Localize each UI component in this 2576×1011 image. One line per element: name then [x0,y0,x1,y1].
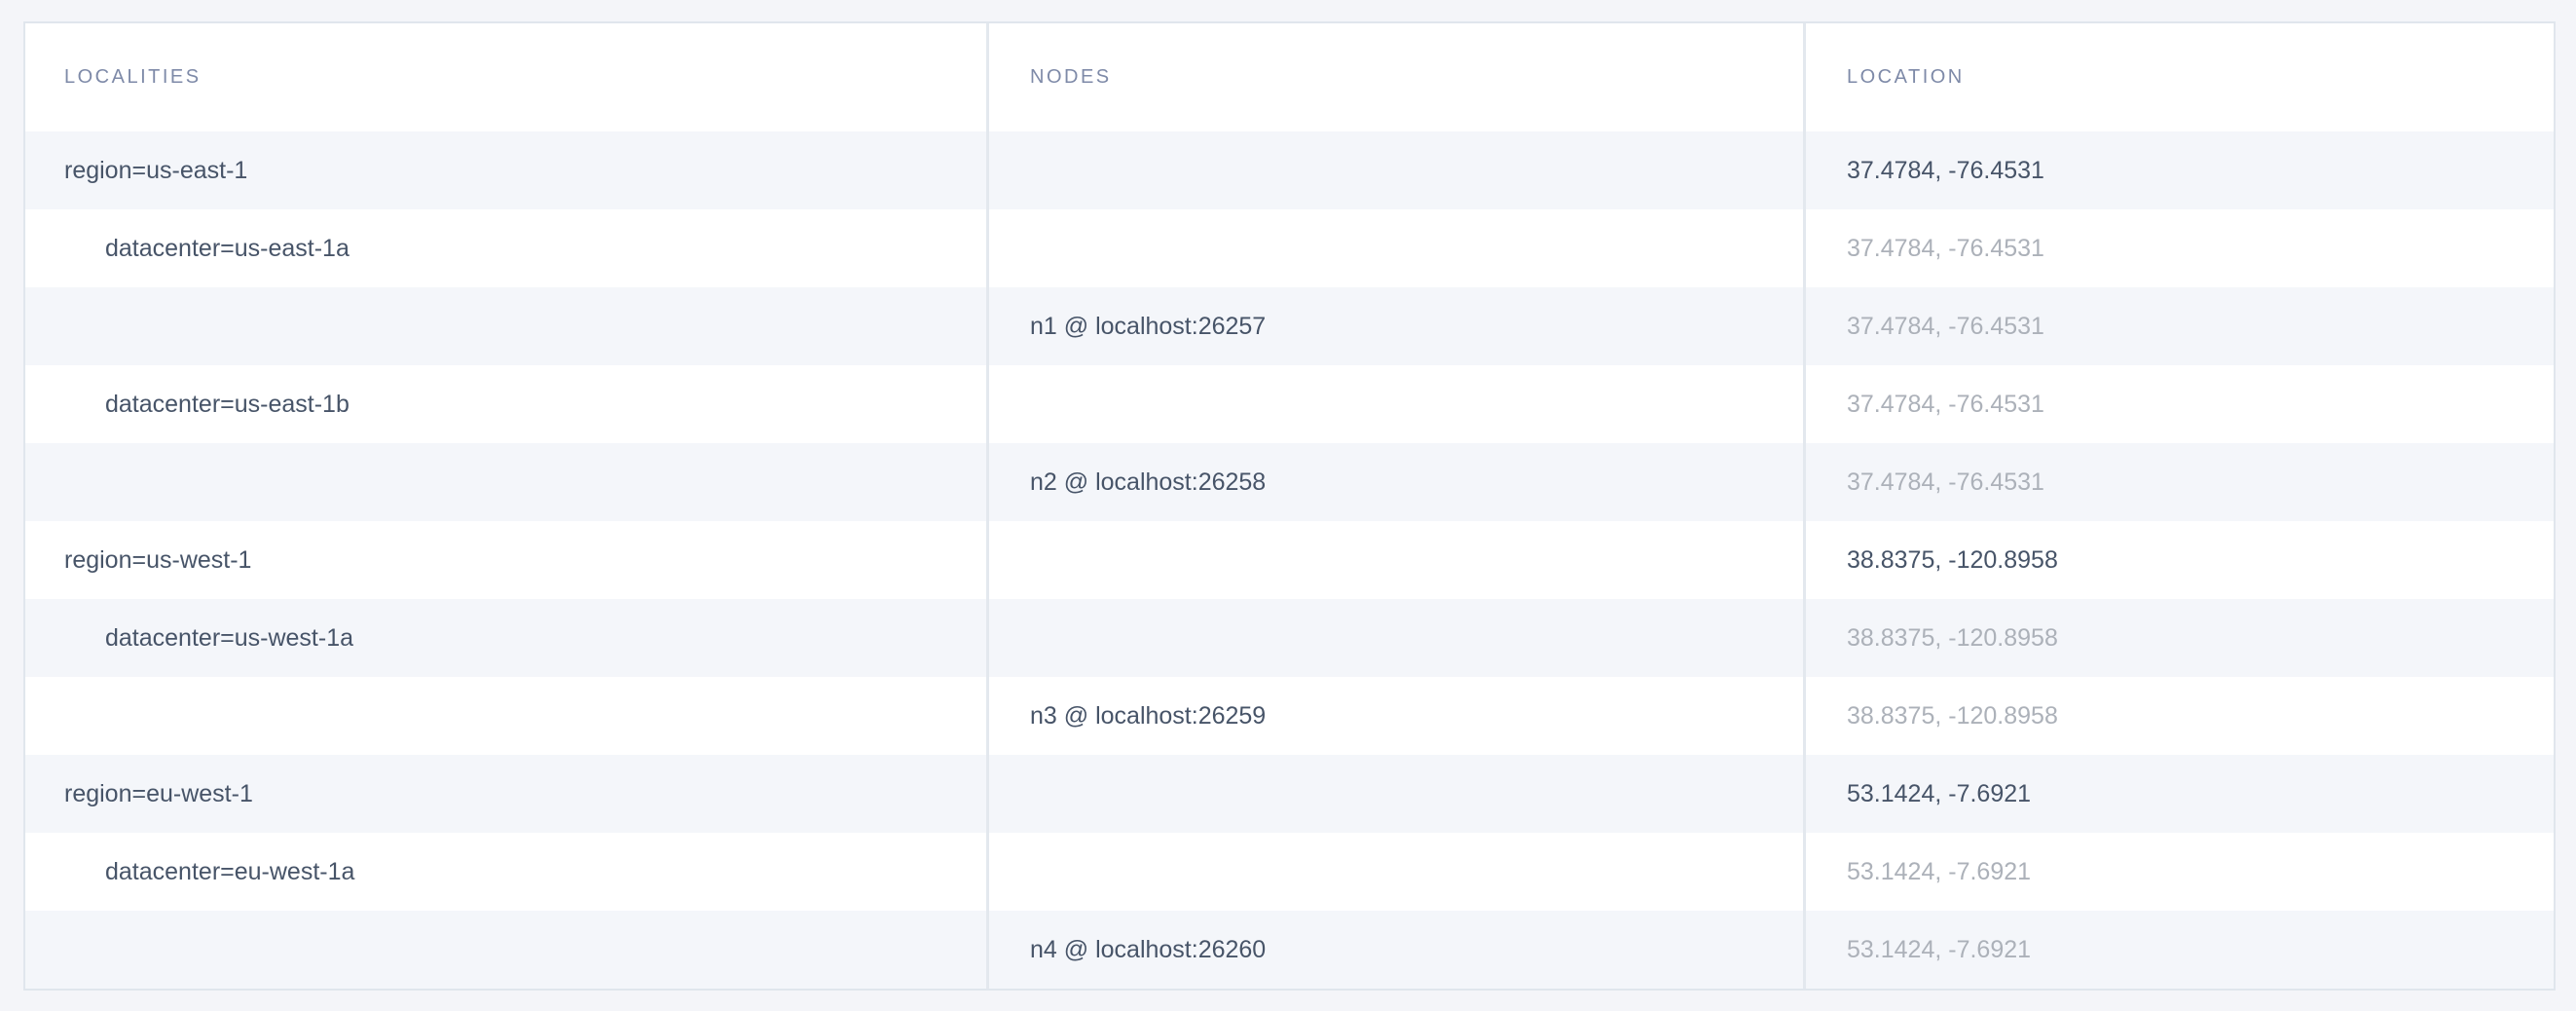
table-row-datacenter: datacenter=us-west-1a 38.8375, -120.8958 [25,599,2554,677]
localities-table: LOCALITIES NODES LOCATION region=us-east… [23,21,2556,991]
node-cell: n1 @ localhost:26257 [989,287,1806,365]
location-cell: 37.4784, -76.4531 [1806,443,2554,521]
column-header-nodes: NODES [989,23,1806,131]
location-value: 37.4784, -76.4531 [1847,390,2044,418]
locality-cell: datacenter=us-east-1b [25,365,989,443]
node-cell [989,365,1806,443]
locality-cell [25,677,989,755]
locality-label: datacenter=eu-west-1a [105,857,355,885]
location-value: 53.1424, -7.6921 [1847,935,2032,963]
node-label: n1 @ localhost:26257 [1030,312,1267,340]
locality-label: datacenter=us-west-1a [105,623,354,652]
node-cell: n4 @ localhost:26260 [989,911,1806,989]
column-header-localities-label: LOCALITIES [64,66,202,88]
node-cell [989,209,1806,287]
node-cell [989,755,1806,833]
column-header-location: LOCATION [1806,23,2554,131]
locality-cell: region=us-west-1 [25,521,989,599]
location-cell: 37.4784, -76.4531 [1806,365,2554,443]
node-cell [989,131,1806,209]
node-cell: n3 @ localhost:26259 [989,677,1806,755]
locality-label: datacenter=us-east-1b [105,390,350,418]
column-header-nodes-label: NODES [1030,66,1112,88]
table-row-region: region=eu-west-1 53.1424, -7.6921 [25,755,2554,833]
location-cell: 53.1424, -7.6921 [1806,755,2554,833]
location-value: 53.1424, -7.6921 [1847,857,2032,885]
locality-cell [25,287,989,365]
table-row-node: n4 @ localhost:26260 53.1424, -7.6921 [25,911,2554,989]
node-label: n2 @ localhost:26258 [1030,468,1267,496]
locality-label: region=us-west-1 [64,545,252,574]
location-cell: 53.1424, -7.6921 [1806,833,2554,911]
table-row-node: n2 @ localhost:26258 37.4784, -76.4531 [25,443,2554,521]
location-cell: 37.4784, -76.4531 [1806,287,2554,365]
locality-cell: region=eu-west-1 [25,755,989,833]
locality-cell [25,443,989,521]
node-cell [989,833,1806,911]
location-cell: 38.8375, -120.8958 [1806,599,2554,677]
location-value: 37.4784, -76.4531 [1847,234,2044,262]
location-value: 38.8375, -120.8958 [1847,545,2058,574]
node-cell [989,599,1806,677]
table-row-datacenter: datacenter=eu-west-1a 53.1424, -7.6921 [25,833,2554,911]
location-cell: 37.4784, -76.4531 [1806,209,2554,287]
node-label: n3 @ localhost:26259 [1030,701,1267,730]
locality-cell: region=us-east-1 [25,131,989,209]
locality-label: datacenter=us-east-1a [105,234,350,262]
table-header: LOCALITIES NODES LOCATION [25,23,2554,131]
location-cell: 38.8375, -120.8958 [1806,677,2554,755]
table-row-datacenter: datacenter=us-east-1a 37.4784, -76.4531 [25,209,2554,287]
location-value: 38.8375, -120.8958 [1847,701,2058,730]
locality-cell [25,911,989,989]
node-label: n4 @ localhost:26260 [1030,935,1267,963]
location-value: 38.8375, -120.8958 [1847,623,2058,652]
locality-cell: datacenter=us-east-1a [25,209,989,287]
location-value: 53.1424, -7.6921 [1847,779,2032,807]
location-cell: 38.8375, -120.8958 [1806,521,2554,599]
table-row-datacenter: datacenter=us-east-1b 37.4784, -76.4531 [25,365,2554,443]
location-value: 37.4784, -76.4531 [1847,312,2044,340]
node-cell: n2 @ localhost:26258 [989,443,1806,521]
table-row-node: n3 @ localhost:26259 38.8375, -120.8958 [25,677,2554,755]
location-cell: 37.4784, -76.4531 [1806,131,2554,209]
table-body: region=us-east-1 37.4784, -76.4531 datac… [25,131,2554,989]
location-cell: 53.1424, -7.6921 [1806,911,2554,989]
locality-label: region=eu-west-1 [64,779,253,807]
table-row-node: n1 @ localhost:26257 37.4784, -76.4531 [25,287,2554,365]
column-header-location-label: LOCATION [1847,66,1965,88]
locality-cell: datacenter=eu-west-1a [25,833,989,911]
location-value: 37.4784, -76.4531 [1847,156,2044,184]
node-cell [989,521,1806,599]
table-row-region: region=us-west-1 38.8375, -120.8958 [25,521,2554,599]
locality-label: region=us-east-1 [64,156,248,184]
location-value: 37.4784, -76.4531 [1847,468,2044,496]
column-header-localities: LOCALITIES [25,23,989,131]
locality-cell: datacenter=us-west-1a [25,599,989,677]
table-row-region: region=us-east-1 37.4784, -76.4531 [25,131,2554,209]
